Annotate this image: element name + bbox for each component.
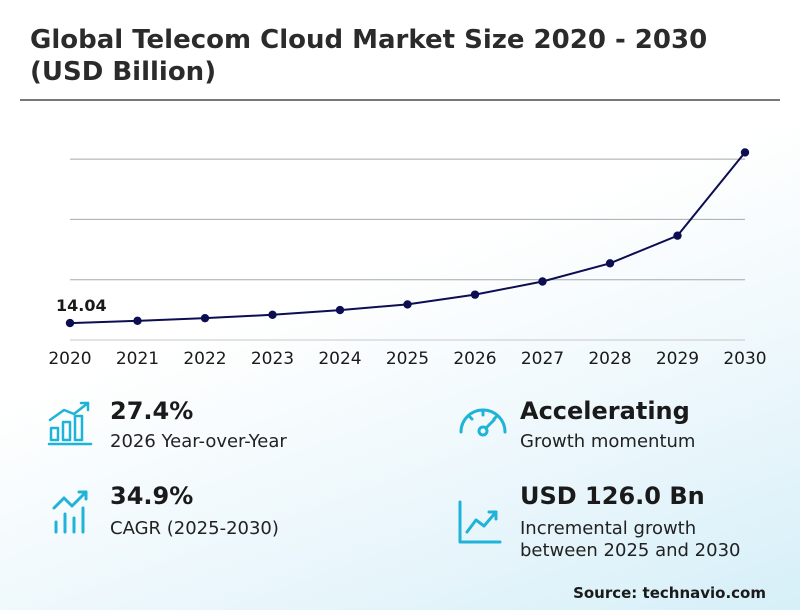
data-point-2029 <box>673 231 682 240</box>
stat-incremental: USD 126.0 Bn Incremental growth between … <box>520 482 740 562</box>
data-point-2026 <box>470 290 480 299</box>
gauge-icon <box>459 408 507 437</box>
x-tick-label-2020: 2020 <box>48 349 91 369</box>
stat-yoy-value: 27.4% <box>110 397 194 425</box>
x-tick-label-2025: 2025 <box>386 349 429 369</box>
data-point-2020 <box>65 318 75 328</box>
data-point-2028 <box>605 259 615 268</box>
x-tick-label-2028: 2028 <box>588 349 631 369</box>
stat-incremental-value: USD 126.0 Bn <box>520 482 705 510</box>
chart-title: Global Telecom Cloud Market Size 2020 - … <box>30 25 708 87</box>
x-tick-label-2023: 2023 <box>251 349 294 369</box>
series-line <box>69 151 746 325</box>
title-divider <box>20 99 780 101</box>
x-tick-label-2027: 2027 <box>521 349 564 369</box>
data-point-2021 <box>133 316 142 326</box>
stat-momentum: Accelerating Growth momentum <box>520 397 695 453</box>
x-tick-label-2022: 2022 <box>183 349 226 369</box>
x-tick-label-2024: 2024 <box>318 349 361 369</box>
stat-cagr: 34.9% CAGR (2025-2030) <box>110 482 279 540</box>
data-point-2025 <box>403 300 412 309</box>
stat-yoy-label: 2026 Year-over-Year <box>110 431 287 452</box>
data-point-2022 <box>200 313 210 323</box>
stat-momentum-label: Growth momentum <box>520 431 696 452</box>
data-point-2023 <box>268 310 277 319</box>
data-point-2030 <box>740 148 750 157</box>
line-chart: 2020 2021 2022 2023 2024 2025 2026 2027 2028 2029… <box>48 148 767 369</box>
x-tick-label-2021: 2021 <box>116 349 159 369</box>
chart-trend-icon <box>458 500 502 544</box>
data-point-2024 <box>335 305 345 315</box>
stat-incremental-label-2: between 2025 and 2030 <box>520 540 741 561</box>
stat-cagr-value: 34.9% <box>110 482 194 510</box>
source-credit: Source: technavio.com <box>573 584 766 602</box>
trend-bars-icon <box>52 490 88 534</box>
data-point-2027 <box>538 277 547 286</box>
stat-incremental-label-1: Incremental growth <box>520 518 697 539</box>
stat-yoy: 27.4% 2026 Year-over-Year <box>110 397 287 453</box>
bar-growth-icon <box>47 401 93 446</box>
x-tick-label-2029: 2029 <box>656 349 699 369</box>
x-tick-label-2026: 2026 <box>453 349 496 369</box>
stat-cagr-label: CAGR (2025-2030) <box>110 518 279 539</box>
data-label-2020: 14.04 <box>56 296 107 315</box>
stat-momentum-value: Accelerating <box>520 397 690 425</box>
x-tick-label-2030: 2030 <box>723 349 766 369</box>
